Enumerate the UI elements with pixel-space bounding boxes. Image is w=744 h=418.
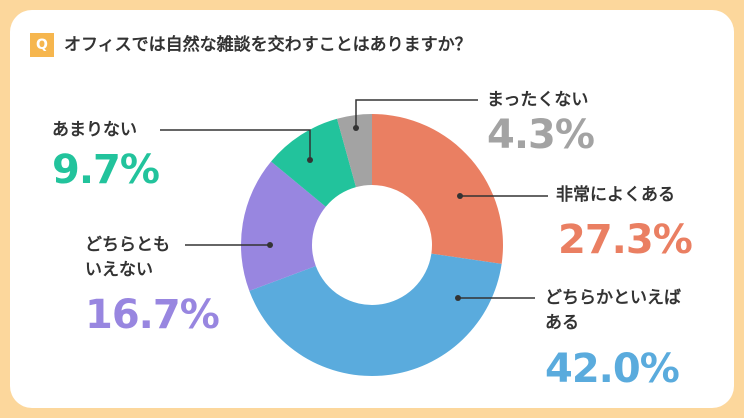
category-label: どちらかといえば ある <box>545 288 681 333</box>
donut-slice <box>241 161 326 291</box>
value-label: 9.7% <box>52 147 160 193</box>
donut-slice <box>271 118 356 207</box>
category-label: あまりない <box>52 120 137 140</box>
leader-line <box>355 99 478 128</box>
leader-dot <box>353 125 359 131</box>
category-label: まったくない <box>487 90 589 110</box>
category-label: 非常によくある <box>556 185 675 205</box>
value-label: 27.3% <box>558 217 693 263</box>
badge: Q <box>30 33 54 57</box>
category-label: どちらとも いえない <box>85 235 170 280</box>
leader-line <box>160 129 311 160</box>
donut-slice <box>337 114 372 188</box>
value-label: 16.7% <box>85 292 220 338</box>
value-label: 4.3% <box>487 112 595 158</box>
value-label: 42.0% <box>545 346 680 392</box>
donut-slice <box>249 253 502 376</box>
donut-slice <box>372 114 503 264</box>
leader-dot <box>307 157 313 163</box>
leader-dot <box>267 242 273 248</box>
leader-dot <box>455 295 461 301</box>
leader-dot <box>457 193 463 199</box>
chart-title: オフィスでは自然な雑談を交わすことはありますか？ <box>64 35 472 55</box>
